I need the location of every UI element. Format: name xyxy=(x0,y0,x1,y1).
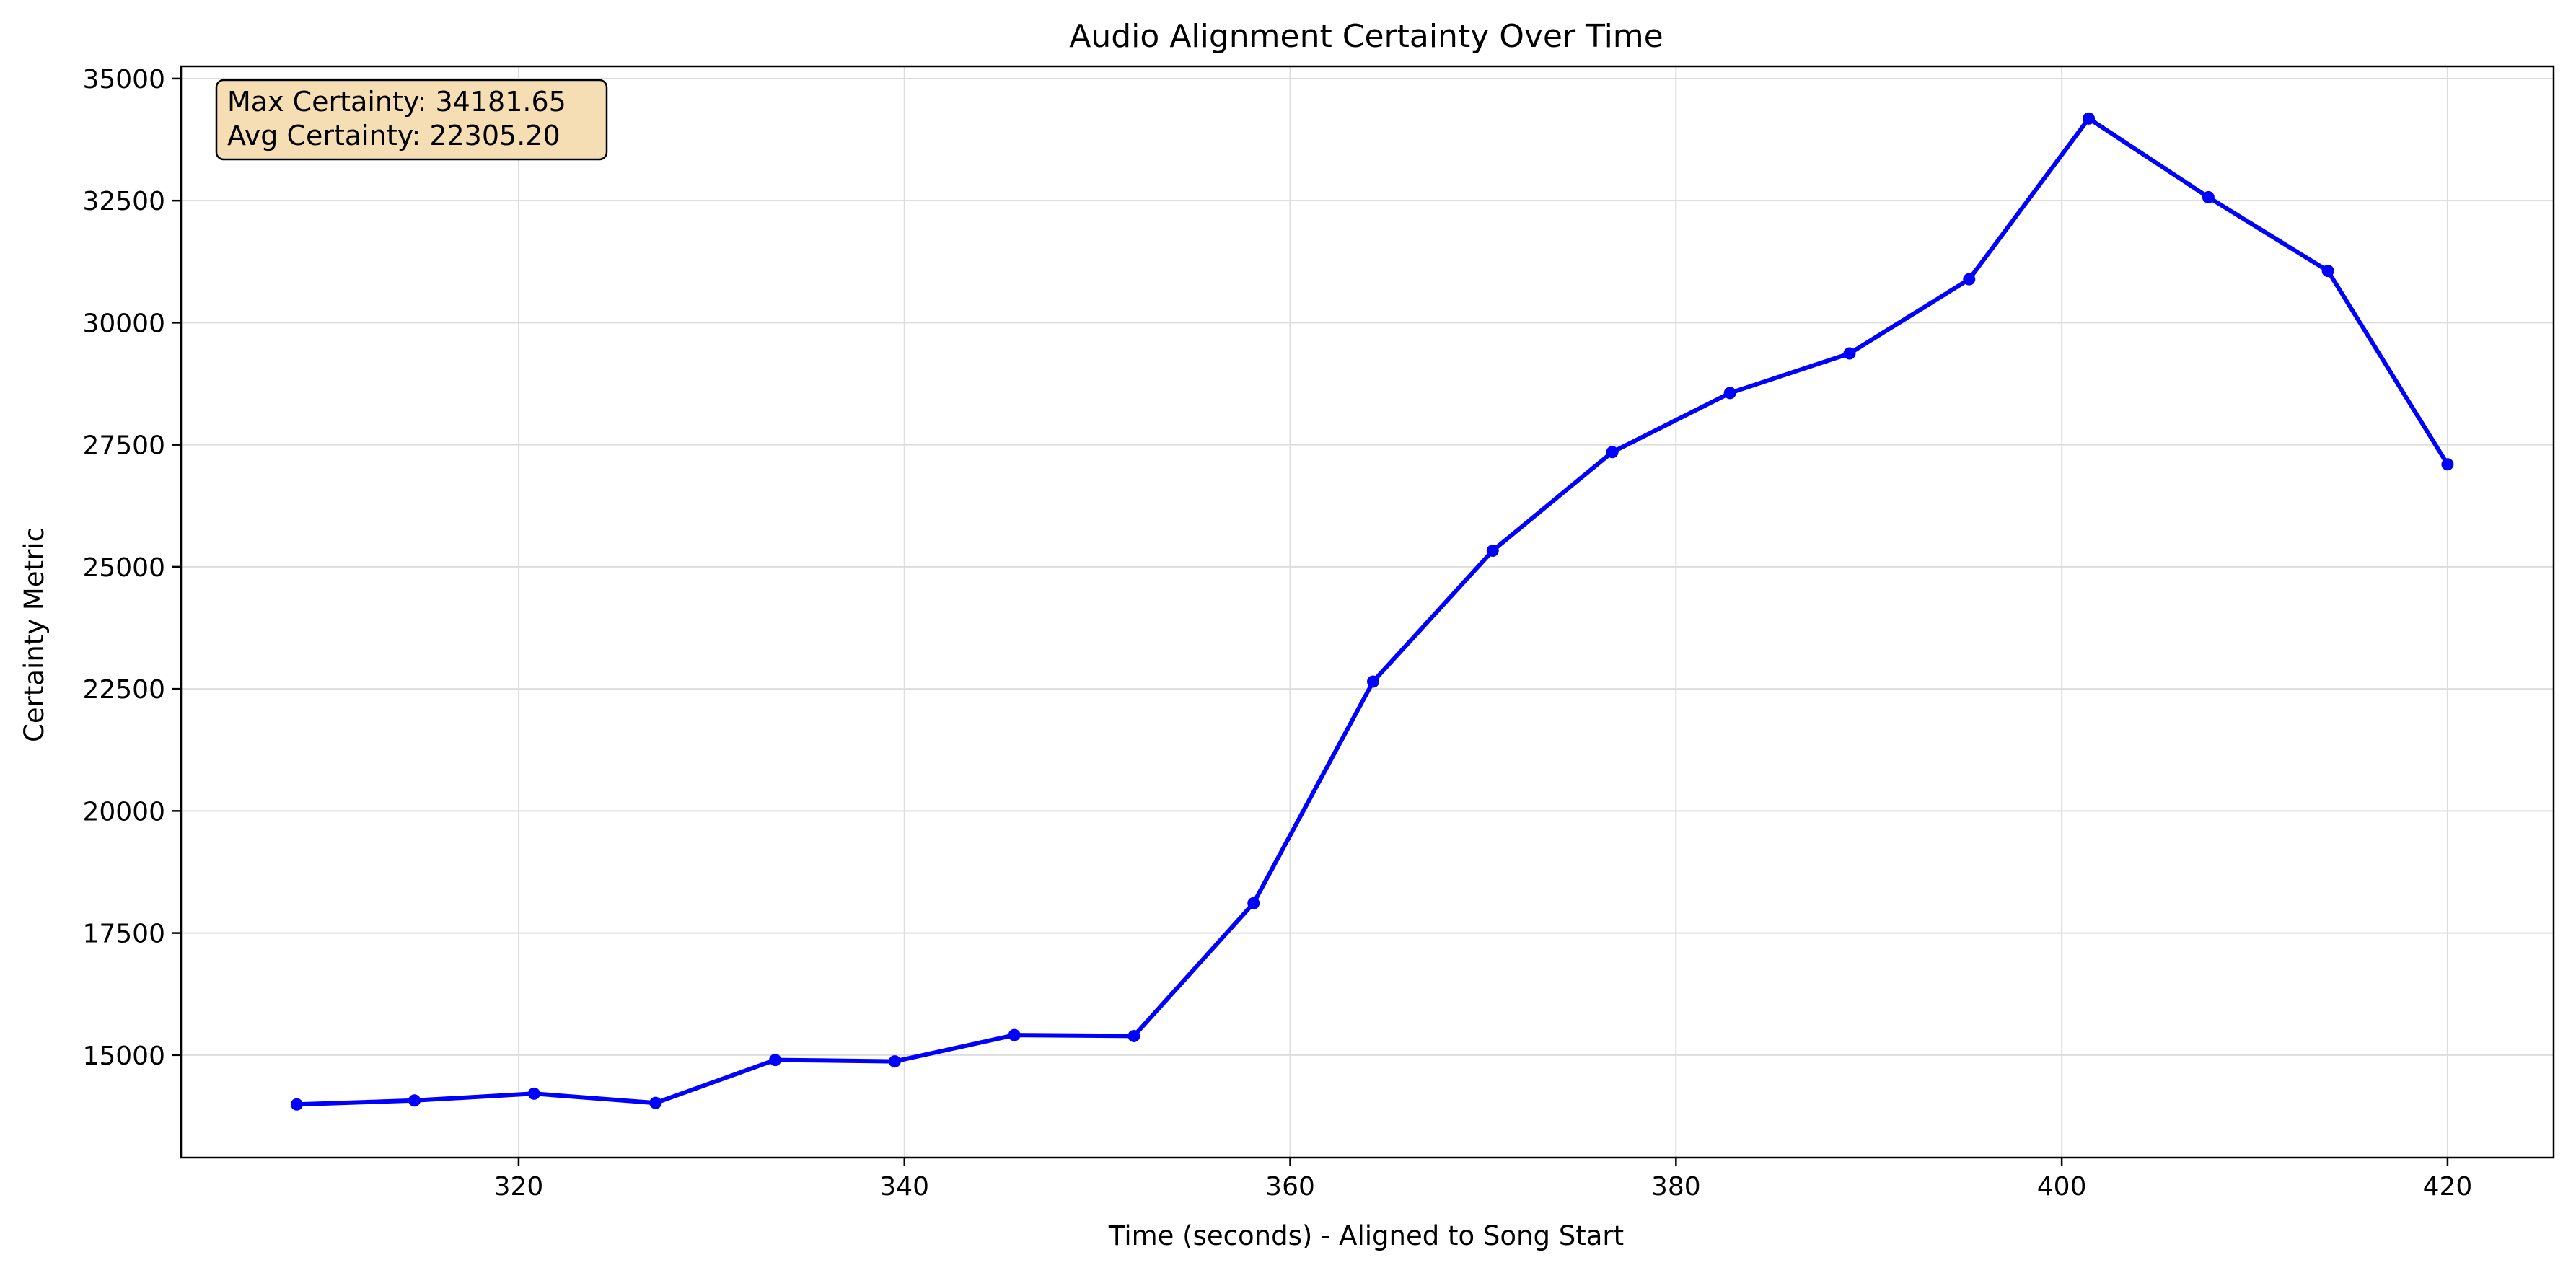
chart-title: Audio Alignment Certainty Over Time xyxy=(1069,18,1663,55)
avg-certainty-label: Avg Certainty: 22305.20 xyxy=(227,120,561,151)
x-tick-label: 400 xyxy=(2037,1172,2087,1202)
y-tick-label: 20000 xyxy=(82,797,165,827)
x-tick-label: 360 xyxy=(1265,1172,1315,1202)
grid xyxy=(181,66,2554,1158)
stats-box-background xyxy=(215,79,608,161)
data-point xyxy=(769,1054,782,1067)
data-point xyxy=(290,1098,303,1111)
x-tick-label: 420 xyxy=(2423,1172,2473,1202)
x-axis-title: Time (seconds) - Aligned to Song Start xyxy=(1108,1220,1624,1251)
data-point xyxy=(527,1087,540,1100)
data-point xyxy=(649,1096,662,1109)
data-point xyxy=(408,1094,421,1107)
data-point xyxy=(1367,675,1380,688)
y-tick-label: 35000 xyxy=(82,65,165,94)
data-point xyxy=(2441,458,2454,471)
data-point xyxy=(1486,545,1499,558)
data-point xyxy=(2321,265,2334,278)
axis-ticks: 320 340 360 380 400 420 15000 17500 20000 22500 25… xyxy=(82,65,2472,1202)
max-certainty-label: Max Certainty: 34181.65 xyxy=(227,86,566,118)
y-tick-label: 17500 xyxy=(82,920,165,949)
data-point xyxy=(1843,347,1856,360)
y-tick-label: 27500 xyxy=(82,431,165,461)
y-tick-label: 22500 xyxy=(82,675,165,705)
data-point xyxy=(2083,112,2096,125)
data-point xyxy=(1008,1028,1021,1041)
y-tick-label: 30000 xyxy=(82,309,165,338)
x-tick-label: 340 xyxy=(879,1172,929,1202)
y-axis-title: Certainty Metric xyxy=(19,527,50,742)
data-point xyxy=(888,1055,901,1068)
data-point xyxy=(1127,1029,1140,1042)
stats-annotation: Max Certainty: 34181.65 Avg Certainty: 2… xyxy=(215,79,608,161)
data-point xyxy=(1723,387,1736,400)
x-tick-label: 380 xyxy=(1651,1172,1701,1202)
y-tick-label: 32500 xyxy=(82,187,165,216)
data-point xyxy=(1606,446,1619,459)
data-point xyxy=(2202,190,2215,203)
data-point xyxy=(1247,897,1260,909)
y-tick-label: 25000 xyxy=(82,553,165,583)
plot-frame xyxy=(180,65,2555,1159)
series-line-group xyxy=(290,112,2454,1111)
y-tick-label: 15000 xyxy=(82,1041,165,1071)
data-point xyxy=(1963,273,1976,286)
x-tick-label: 320 xyxy=(494,1172,544,1202)
